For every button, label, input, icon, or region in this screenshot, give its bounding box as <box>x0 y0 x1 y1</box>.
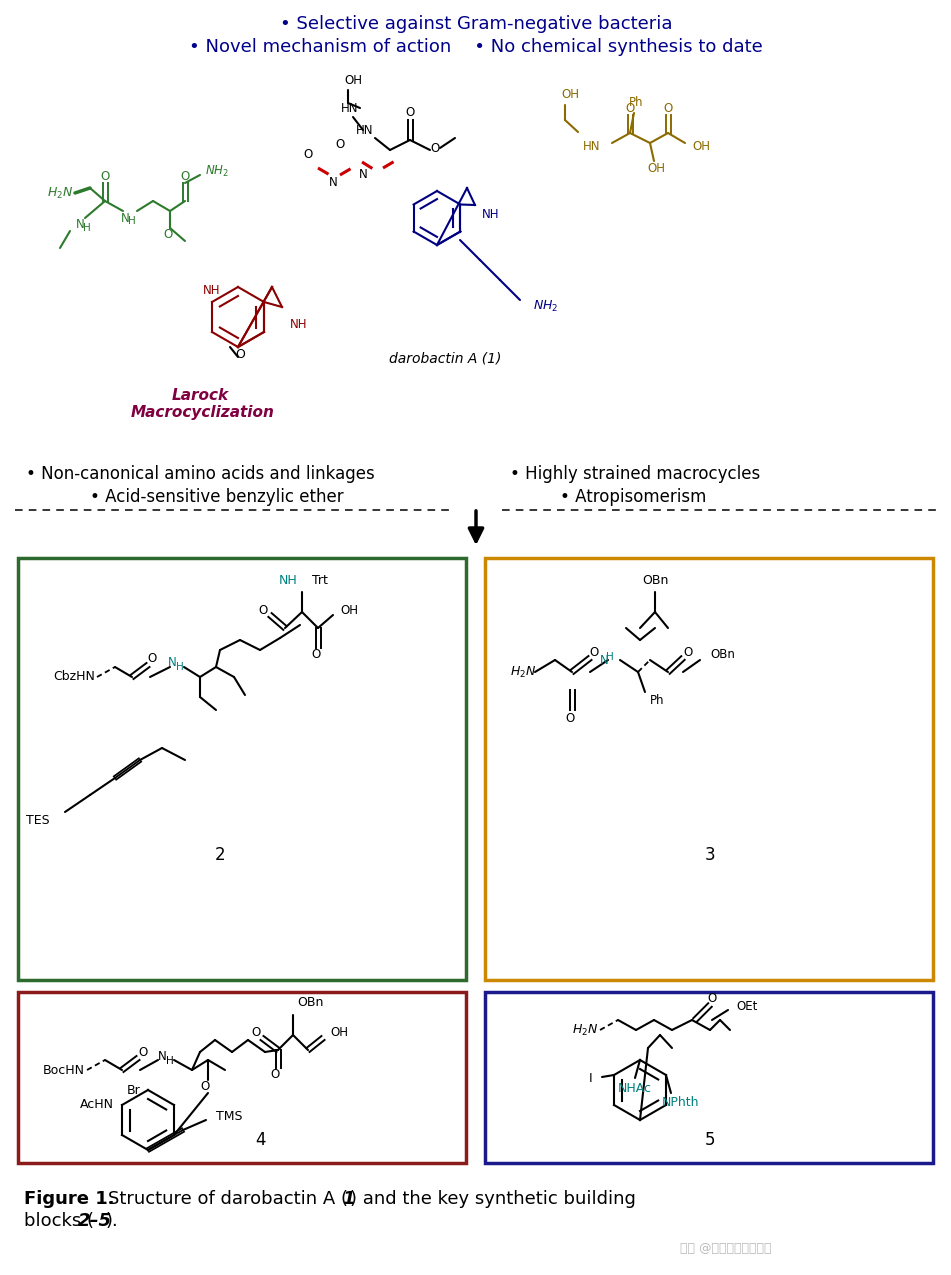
Text: H: H <box>606 652 614 662</box>
Text: O: O <box>566 711 574 724</box>
Text: H: H <box>128 215 136 226</box>
Text: Figure 1.: Figure 1. <box>24 1190 115 1207</box>
Text: O: O <box>270 1068 280 1081</box>
Text: NPhth: NPhth <box>662 1096 700 1109</box>
Text: NH: NH <box>482 209 499 222</box>
Text: O: O <box>251 1025 261 1039</box>
Text: O: O <box>147 653 157 666</box>
Text: $H_2N$: $H_2N$ <box>510 664 536 680</box>
Text: O: O <box>431 142 439 154</box>
Text: NH: NH <box>280 574 298 586</box>
Text: OH: OH <box>340 603 358 617</box>
Text: CbzHN: CbzHN <box>53 671 95 683</box>
Text: NH: NH <box>204 283 221 297</box>
Bar <box>18 992 466 1163</box>
Text: HN: HN <box>583 139 600 153</box>
Text: O: O <box>235 348 245 362</box>
Text: N: N <box>158 1051 166 1063</box>
Text: Structure of darobactin A (: Structure of darobactin A ( <box>108 1190 348 1207</box>
Text: Ph: Ph <box>629 97 643 110</box>
Text: HN: HN <box>341 102 359 115</box>
Text: OBn: OBn <box>710 648 735 660</box>
Text: • Atropisomerism: • Atropisomerism <box>560 488 707 506</box>
Text: O: O <box>626 102 634 115</box>
Bar <box>18 558 466 980</box>
Text: OH: OH <box>647 162 665 175</box>
Text: Macrocyclization: Macrocyclization <box>131 404 275 419</box>
Text: OH: OH <box>561 88 579 102</box>
Text: blocks (: blocks ( <box>24 1213 94 1230</box>
Text: O: O <box>405 107 415 120</box>
Text: O: O <box>101 170 109 182</box>
Text: • Selective against Gram-negative bacteria: • Selective against Gram-negative bacter… <box>280 15 672 33</box>
Text: OBn: OBn <box>297 996 323 1009</box>
Text: OEt: OEt <box>736 1000 757 1012</box>
Text: O: O <box>303 148 313 162</box>
Text: NH: NH <box>290 319 307 332</box>
Text: NHAc: NHAc <box>618 1081 652 1094</box>
Text: O: O <box>664 102 672 115</box>
Text: $NH_2$: $NH_2$ <box>533 298 558 314</box>
Text: N: N <box>167 657 176 669</box>
Text: 2: 2 <box>215 847 225 864</box>
Text: Ph: Ph <box>650 694 665 706</box>
Text: OH: OH <box>344 74 362 87</box>
Text: HN: HN <box>357 124 374 136</box>
Text: 5: 5 <box>705 1131 715 1149</box>
Text: • Non-canonical amino acids and linkages: • Non-canonical amino acids and linkages <box>26 465 375 483</box>
Text: O: O <box>181 170 189 182</box>
Text: $H_2N$: $H_2N$ <box>572 1023 598 1038</box>
Text: N: N <box>600 654 609 667</box>
Text: 2–5: 2–5 <box>78 1213 112 1230</box>
Text: I: I <box>589 1071 592 1085</box>
Text: TMS: TMS <box>216 1111 243 1123</box>
Text: N: N <box>121 212 129 224</box>
Text: ).: ). <box>106 1213 119 1230</box>
Text: OBn: OBn <box>642 574 669 586</box>
Text: N: N <box>329 176 338 189</box>
Text: O: O <box>590 645 598 658</box>
Text: Trt: Trt <box>312 574 328 586</box>
Text: $NH_2$: $NH_2$ <box>205 163 229 179</box>
Text: O: O <box>164 228 173 241</box>
Text: O: O <box>708 992 717 1005</box>
Bar <box>485 558 933 980</box>
Text: O: O <box>336 139 344 152</box>
Bar <box>485 992 933 1163</box>
Text: OH: OH <box>692 139 710 153</box>
Text: N: N <box>359 168 367 181</box>
Text: BocHN: BocHN <box>43 1063 85 1076</box>
Text: O: O <box>139 1046 147 1058</box>
Text: Br: Br <box>126 1084 140 1096</box>
Text: H: H <box>166 1056 174 1066</box>
Text: AcHN: AcHN <box>80 1099 114 1112</box>
Text: • Acid-sensitive benzylic ether: • Acid-sensitive benzylic ether <box>90 488 343 506</box>
Text: O: O <box>201 1080 209 1094</box>
Text: • Highly strained macrocycles: • Highly strained macrocycles <box>510 465 760 483</box>
Text: ) and the key synthetic building: ) and the key synthetic building <box>350 1190 636 1207</box>
Text: O: O <box>259 603 267 617</box>
Text: H: H <box>176 662 184 672</box>
Text: TES: TES <box>27 813 50 826</box>
Text: O: O <box>684 645 692 658</box>
Text: N: N <box>76 218 85 232</box>
Text: H: H <box>83 223 91 233</box>
Text: 1: 1 <box>342 1190 355 1207</box>
Text: 知乎 @化学领域前沿文献: 知乎 @化学领域前沿文献 <box>680 1242 771 1255</box>
Text: • Novel mechanism of action    • No chemical synthesis to date: • Novel mechanism of action • No chemica… <box>189 38 763 56</box>
Text: OH: OH <box>330 1025 348 1039</box>
Text: Larock: Larock <box>171 388 228 403</box>
Text: $H_2N$: $H_2N$ <box>47 185 73 200</box>
Text: 3: 3 <box>705 847 715 864</box>
Text: darobactin A (1): darobactin A (1) <box>389 351 501 365</box>
Text: 4: 4 <box>255 1131 265 1149</box>
Text: O: O <box>311 649 320 662</box>
